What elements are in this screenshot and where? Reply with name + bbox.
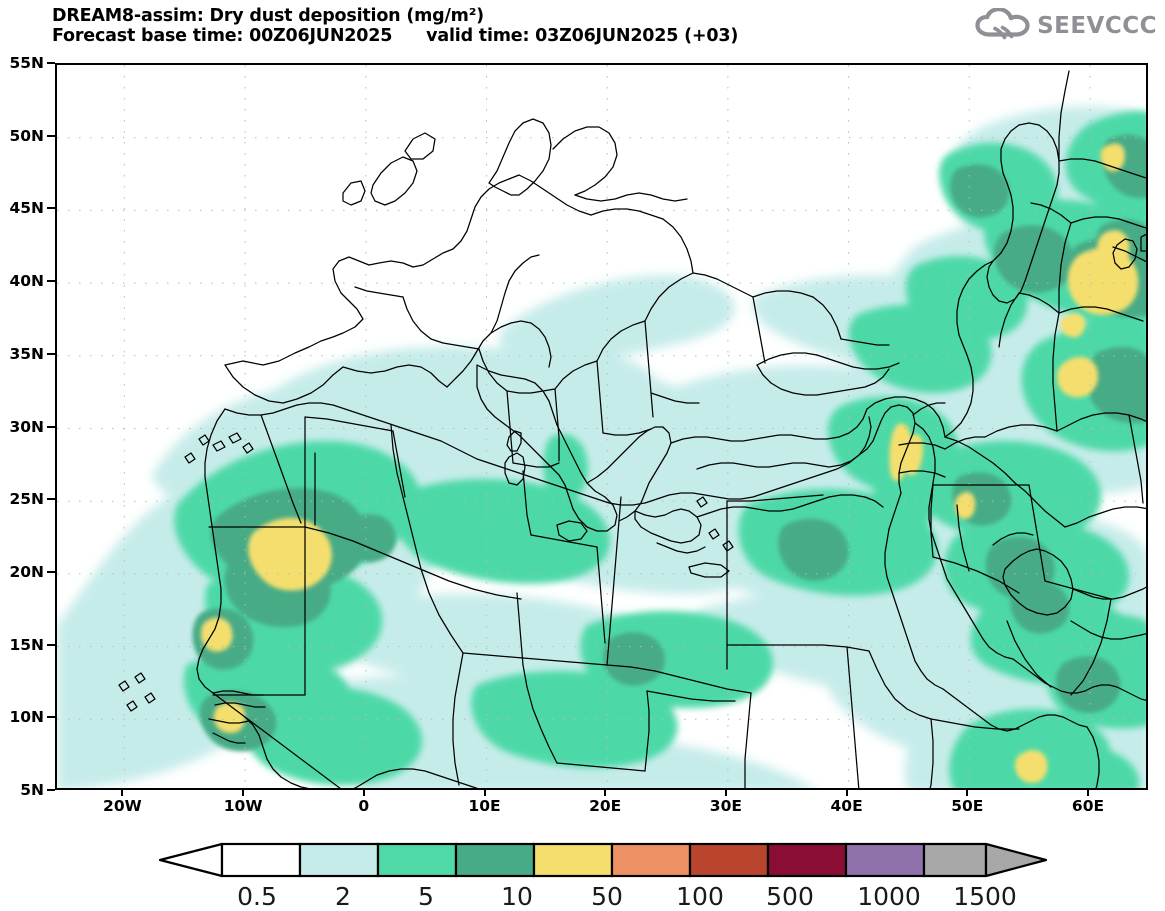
- y-tick: [47, 425, 55, 428]
- y-tick-label: 45N: [9, 199, 44, 218]
- colorbar-svg: [158, 842, 1048, 878]
- forecast-base-time: Forecast base time: 00Z06JUN2025: [52, 26, 393, 46]
- y-tick-label: 50N: [9, 126, 44, 145]
- x-tick: [483, 788, 486, 796]
- y-tick-label: 10N: [9, 708, 44, 727]
- colorbar-tick-label: 1000: [857, 882, 921, 911]
- chart-title: DREAM8-assim: Dry dust deposition (mg/m²…: [52, 6, 484, 26]
- y-tick: [47, 352, 55, 355]
- colorbar-tick-label: 500: [766, 882, 814, 911]
- y-tick: [47, 498, 55, 501]
- x-tick-label: 40E: [830, 797, 863, 815]
- cloud-icon: [975, 7, 1031, 44]
- x-tick: [362, 788, 365, 796]
- colorbar-band-7: [766, 842, 848, 878]
- colorbar-band-1: [298, 842, 380, 878]
- y-tick: [47, 134, 55, 137]
- y-tick-label: 30N: [9, 417, 44, 436]
- x-tick: [121, 788, 124, 796]
- colorbar-arrow-right: [984, 842, 1048, 878]
- y-tick-label: 15N: [9, 635, 44, 654]
- colorbar-tick-label: 50: [591, 882, 623, 911]
- colorbar-tick-label: 100: [676, 882, 724, 911]
- dust-band-10-50: [201, 143, 1139, 783]
- x-tick-label: 50E: [951, 797, 984, 815]
- x-tick-label: 30E: [709, 797, 742, 815]
- chart-subtitle: Forecast base time: 00Z06JUN2025 valid ti…: [52, 26, 952, 46]
- colorbar-band-5: [610, 842, 692, 878]
- colorbar-band-0: [220, 842, 302, 878]
- y-tick-label: 55N: [9, 54, 44, 72]
- colorbar-band-over: [922, 842, 988, 878]
- colorbar-tick-label: 0.5: [237, 882, 277, 911]
- seevccc-logo: SEEVCCC: [975, 7, 1157, 44]
- coastlines-and-borders: [118, 70, 1146, 788]
- x-tick: [966, 788, 969, 796]
- y-tick: [47, 570, 55, 573]
- x-tick-label: 10E: [468, 797, 501, 815]
- y-tick: [47, 716, 55, 719]
- colorbar-tick-label: 1500: [953, 882, 1017, 911]
- y-tick-label: 20N: [9, 562, 44, 581]
- x-tick-label: 20W: [103, 797, 142, 815]
- colorbar-band-4: [532, 842, 614, 878]
- map-plot-area: [55, 63, 1148, 790]
- y-tick-label: 25N: [9, 490, 44, 509]
- x-tick-label: 20E: [589, 797, 622, 815]
- x-tick-label: 60E: [1071, 797, 1105, 815]
- colorbar-band-2: [376, 842, 458, 878]
- y-tick: [47, 280, 55, 283]
- colorbar: 0.5 2 5 10 50 100 500 1000 1500: [0, 838, 1165, 911]
- map-gridlines: [57, 65, 1146, 788]
- map-svg: [57, 65, 1146, 788]
- colorbar-band-under: [158, 842, 224, 878]
- x-tick: [724, 788, 727, 796]
- y-tick-label: 35N: [9, 344, 44, 363]
- colorbar-tick-label: 10: [501, 882, 533, 911]
- x-tick-label: 10W: [223, 797, 263, 815]
- y-tick: [47, 643, 55, 646]
- forecast-valid-time: valid time: 03Z06JUN2025 (+03): [426, 26, 739, 46]
- colorbar-band-6: [688, 842, 770, 878]
- x-tick: [242, 788, 245, 796]
- y-tick-label: 40N: [9, 272, 44, 291]
- chart-header: DREAM8-assim: Dry dust deposition (mg/m²…: [52, 6, 952, 46]
- colorbar-band-8: [844, 842, 926, 878]
- colorbar-tick-label: 5: [418, 882, 434, 911]
- x-tick-label: 0: [358, 797, 370, 815]
- y-tick: [47, 789, 55, 791]
- x-tick: [845, 788, 848, 796]
- logo-text: SEEVCCC: [1037, 13, 1157, 39]
- y-tick: [47, 207, 55, 210]
- y-tick-label: 5N: [20, 781, 44, 799]
- colorbar-band-3: [454, 842, 536, 878]
- x-tick: [604, 788, 607, 796]
- x-tick: [1087, 788, 1089, 796]
- colorbar-tick-label: 2: [335, 882, 351, 911]
- y-tick: [47, 62, 55, 64]
